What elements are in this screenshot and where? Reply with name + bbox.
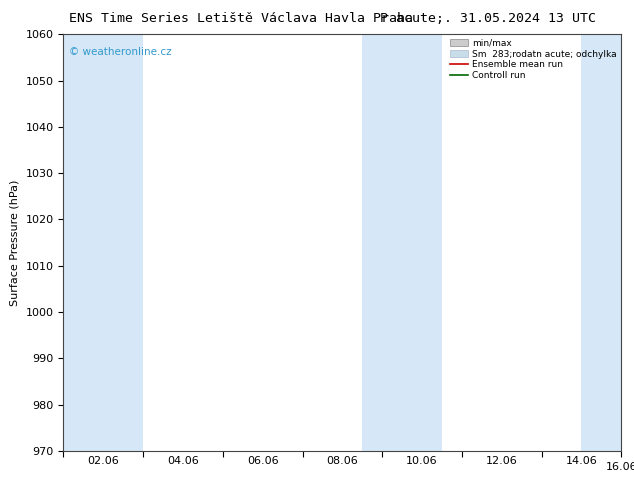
Text: P acute;. 31.05.2024 13 UTC: P acute;. 31.05.2024 13 UTC <box>380 12 596 25</box>
Legend: min/max, Sm  283;rodatn acute; odchylka, Ensemble mean run, Controll run: min/max, Sm 283;rodatn acute; odchylka, … <box>447 36 619 83</box>
Bar <box>362 34 442 451</box>
Y-axis label: Surface Pressure (hPa): Surface Pressure (hPa) <box>10 179 20 306</box>
Text: 16.06: 16.06 <box>605 463 634 472</box>
Text: ENS Time Series Letiště Václava Havla Praha: ENS Time Series Letiště Václava Havla Pr… <box>69 12 413 25</box>
Bar <box>63 34 143 451</box>
Bar <box>581 34 621 451</box>
Text: © weatheronline.cz: © weatheronline.cz <box>69 47 172 57</box>
